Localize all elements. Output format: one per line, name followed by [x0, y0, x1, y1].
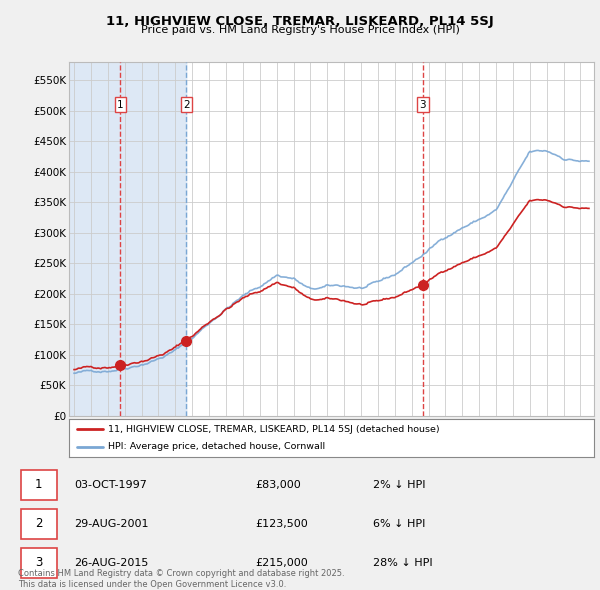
Text: £83,000: £83,000 [255, 480, 301, 490]
Text: 26-AUG-2015: 26-AUG-2015 [74, 558, 149, 568]
Text: 11, HIGHVIEW CLOSE, TREMAR, LISKEARD, PL14 5SJ (detached house): 11, HIGHVIEW CLOSE, TREMAR, LISKEARD, PL… [109, 425, 440, 434]
Text: £123,500: £123,500 [255, 519, 308, 529]
Bar [121, 62, 187, 416]
Text: Contains HM Land Registry data © Crown copyright and database right 2025.
This d: Contains HM Land Registry data © Crown c… [18, 569, 344, 589]
FancyBboxPatch shape [21, 509, 58, 539]
Text: 2: 2 [183, 100, 190, 110]
Text: Price paid vs. HM Land Registry's House Price Index (HPI): Price paid vs. HM Land Registry's House … [140, 25, 460, 35]
Text: 2% ↓ HPI: 2% ↓ HPI [373, 480, 426, 490]
FancyBboxPatch shape [21, 470, 58, 500]
Bar [69, 62, 121, 416]
Text: 28% ↓ HPI: 28% ↓ HPI [373, 558, 433, 568]
Bar [121, 62, 187, 416]
Text: HPI: Average price, detached house, Cornwall: HPI: Average price, detached house, Corn… [109, 442, 325, 451]
Text: 1: 1 [117, 100, 124, 110]
Text: 3: 3 [35, 556, 43, 569]
Text: 2: 2 [35, 517, 43, 530]
Text: £215,000: £215,000 [255, 558, 308, 568]
Text: 29-AUG-2001: 29-AUG-2001 [74, 519, 149, 529]
Text: 3: 3 [419, 100, 426, 110]
Text: 1: 1 [35, 478, 43, 491]
Text: 11, HIGHVIEW CLOSE, TREMAR, LISKEARD, PL14 5SJ: 11, HIGHVIEW CLOSE, TREMAR, LISKEARD, PL… [106, 15, 494, 28]
Text: 03-OCT-1997: 03-OCT-1997 [74, 480, 147, 490]
FancyBboxPatch shape [21, 548, 58, 578]
Bar [187, 62, 423, 416]
Text: 6% ↓ HPI: 6% ↓ HPI [373, 519, 425, 529]
